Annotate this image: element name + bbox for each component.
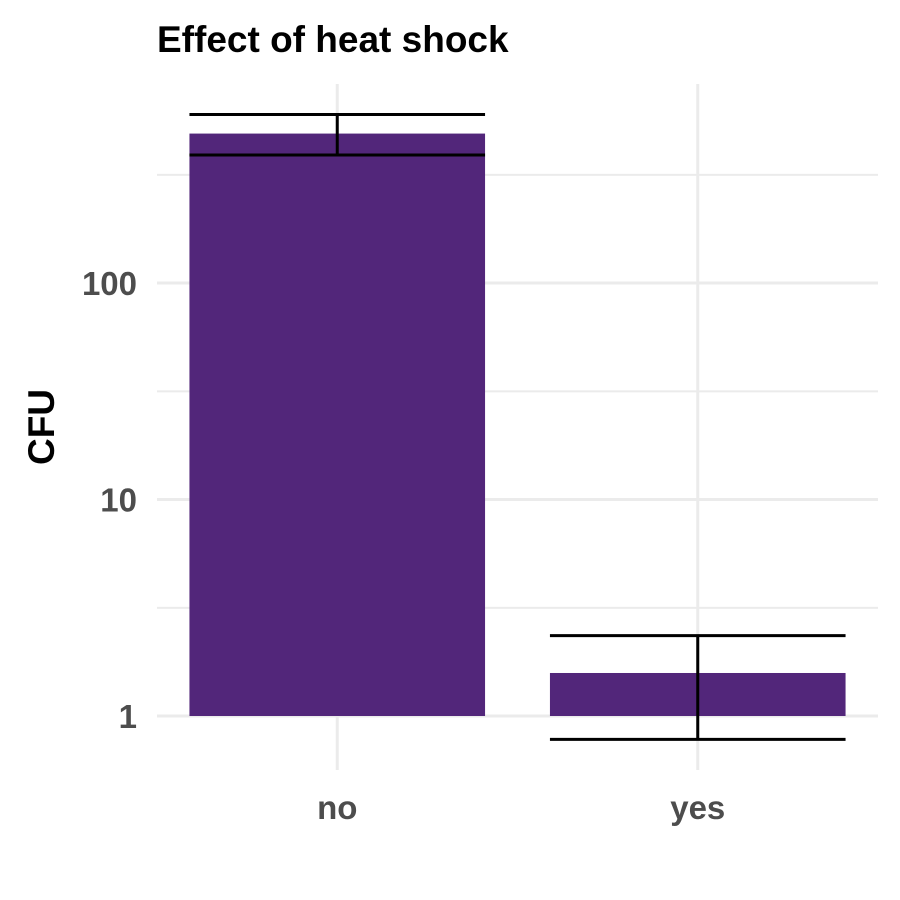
y-tick-label: 1 bbox=[119, 698, 137, 735]
y-tick-label: 100 bbox=[82, 265, 137, 302]
y-axis-ticks: 1 10 100 bbox=[82, 265, 137, 735]
y-tick-label: 10 bbox=[100, 482, 137, 519]
chart-title: Effect of heat shock bbox=[157, 19, 509, 60]
bars bbox=[189, 133, 846, 716]
x-axis-ticks: no yes bbox=[317, 789, 725, 826]
x-tick-label-yes: yes bbox=[670, 789, 725, 826]
bar-no bbox=[189, 133, 486, 716]
error-bars bbox=[189, 113, 846, 741]
x-tick-label-no: no bbox=[317, 789, 357, 826]
y-axis-label: CFU bbox=[21, 389, 62, 465]
